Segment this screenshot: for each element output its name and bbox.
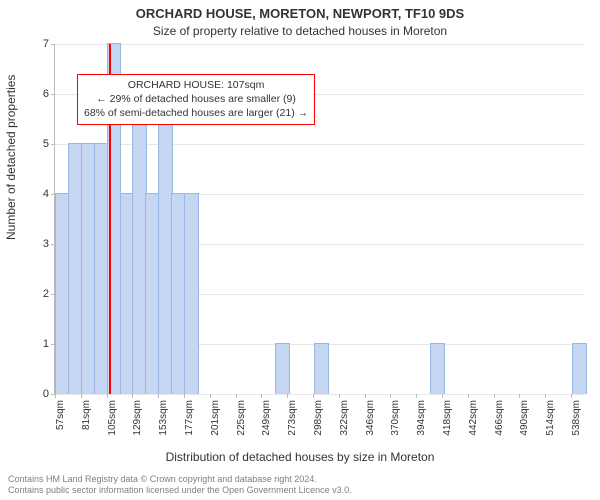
ytick-label: 3: [43, 238, 49, 250]
annotation-line2: ← 29% of detached houses are smaller (9): [84, 92, 308, 106]
xtick-label: 466sqm: [494, 400, 505, 450]
xtick-label: 81sqm: [81, 400, 92, 450]
xtick-label: 394sqm: [416, 400, 427, 450]
xtick-mark: [339, 394, 340, 398]
xtick-mark: [210, 394, 211, 398]
xtick-mark: [365, 394, 366, 398]
chart-container: ORCHARD HOUSE, MORETON, NEWPORT, TF10 9D…: [0, 0, 600, 500]
xtick-label: 418sqm: [442, 400, 453, 450]
xtick-label: 538sqm: [571, 400, 582, 450]
xtick-label: 322sqm: [339, 400, 350, 450]
gridline: [55, 44, 585, 45]
plot-area: 0123456757sqm81sqm105sqm129sqm153sqm177s…: [54, 44, 585, 395]
xtick-mark: [545, 394, 546, 398]
ytick-label: 5: [43, 138, 49, 150]
gridline: [55, 394, 585, 395]
xtick-mark: [236, 394, 237, 398]
xtick-label: 201sqm: [210, 400, 221, 450]
xtick-label: 249sqm: [261, 400, 272, 450]
xtick-label: 370sqm: [390, 400, 401, 450]
xtick-mark: [468, 394, 469, 398]
annotation-line1: ORCHARD HOUSE: 107sqm: [84, 78, 308, 92]
ytick-label: 6: [43, 88, 49, 100]
xtick-label: 129sqm: [132, 400, 143, 450]
ytick-mark: [51, 94, 55, 95]
ytick-mark: [51, 144, 55, 145]
chart-title-sub: Size of property relative to detached ho…: [0, 24, 600, 38]
footer-attribution: Contains HM Land Registry data © Crown c…: [8, 474, 352, 497]
y-axis-label: Number of detached properties: [4, 75, 18, 240]
xtick-mark: [132, 394, 133, 398]
xtick-label: 177sqm: [184, 400, 195, 450]
xtick-mark: [158, 394, 159, 398]
xtick-label: 442sqm: [468, 400, 479, 450]
xtick-mark: [416, 394, 417, 398]
histogram-bar: [314, 343, 329, 394]
histogram-bar: [572, 343, 587, 394]
footer-line2: Contains public sector information licen…: [8, 485, 352, 495]
ytick-label: 1: [43, 338, 49, 350]
annotation-line3: 68% of semi-detached houses are larger (…: [84, 106, 308, 120]
chart-title-main: ORCHARD HOUSE, MORETON, NEWPORT, TF10 9D…: [0, 6, 600, 21]
xtick-label: 298sqm: [313, 400, 324, 450]
xtick-label: 105sqm: [107, 400, 118, 450]
xtick-mark: [313, 394, 314, 398]
xtick-mark: [107, 394, 108, 398]
xtick-label: 514sqm: [545, 400, 556, 450]
x-axis-label: Distribution of detached houses by size …: [0, 450, 600, 464]
ytick-mark: [51, 44, 55, 45]
xtick-mark: [287, 394, 288, 398]
histogram-bar: [430, 343, 445, 394]
xtick-mark: [184, 394, 185, 398]
xtick-mark: [519, 394, 520, 398]
histogram-bar: [275, 343, 290, 394]
xtick-label: 153sqm: [158, 400, 169, 450]
xtick-mark: [55, 394, 56, 398]
xtick-mark: [81, 394, 82, 398]
histogram-bar: [184, 193, 199, 394]
footer-line1: Contains HM Land Registry data © Crown c…: [8, 474, 317, 484]
xtick-mark: [261, 394, 262, 398]
ytick-label: 7: [43, 38, 49, 50]
annotation-box: ORCHARD HOUSE: 107sqm← 29% of detached h…: [77, 74, 315, 125]
xtick-mark: [442, 394, 443, 398]
xtick-label: 346sqm: [365, 400, 376, 450]
xtick-mark: [494, 394, 495, 398]
ytick-label: 0: [43, 388, 49, 400]
ytick-label: 4: [43, 188, 49, 200]
xtick-label: 57sqm: [55, 400, 66, 450]
xtick-mark: [390, 394, 391, 398]
xtick-label: 273sqm: [287, 400, 298, 450]
xtick-mark: [571, 394, 572, 398]
xtick-label: 225sqm: [236, 400, 247, 450]
xtick-label: 490sqm: [519, 400, 530, 450]
ytick-label: 2: [43, 288, 49, 300]
